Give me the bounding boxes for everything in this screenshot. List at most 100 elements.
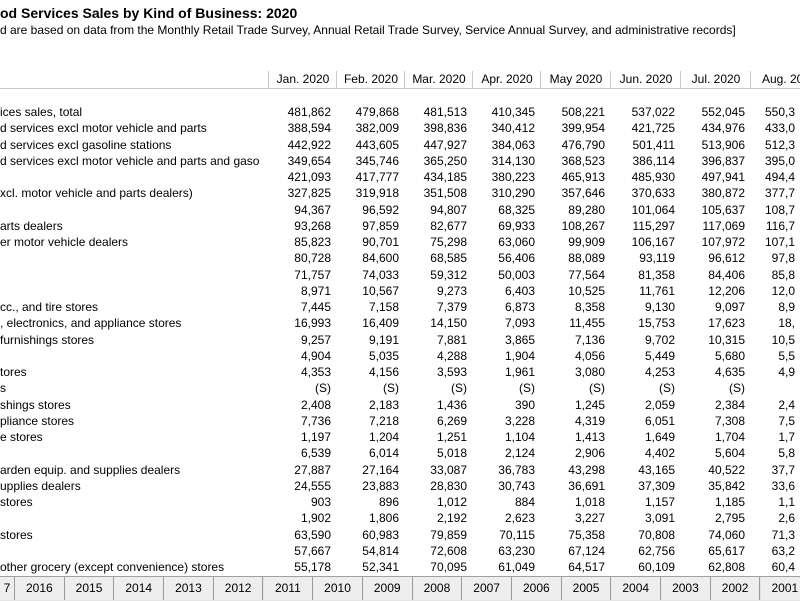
cell: (S) bbox=[336, 380, 399, 396]
sheet-tab[interactable]: 2011 bbox=[264, 577, 314, 600]
cell: 15,753 bbox=[610, 315, 675, 331]
cell: 2,623 bbox=[472, 510, 535, 526]
cell: 52,341 bbox=[336, 559, 399, 575]
cell: 8,971 bbox=[268, 283, 331, 299]
cell: 1,904 bbox=[472, 348, 535, 364]
sheet-tab[interactable]: 2016 bbox=[15, 577, 65, 600]
column-header: Aug. 202 bbox=[750, 71, 800, 88]
cell: 3,228 bbox=[472, 413, 535, 429]
cell: 384,063 bbox=[472, 137, 535, 153]
cell: 81,358 bbox=[610, 267, 675, 283]
sheet-tab[interactable]: 2002 bbox=[711, 577, 761, 600]
cell: 5,680 bbox=[680, 348, 745, 364]
cell: (S) bbox=[540, 380, 605, 396]
cell: 1,649 bbox=[610, 429, 675, 445]
cell: 382,009 bbox=[336, 120, 399, 136]
cell: 10,567 bbox=[336, 283, 399, 299]
cell: 5,018 bbox=[404, 445, 467, 461]
cell: 63,230 bbox=[472, 543, 535, 559]
cell: 4,056 bbox=[540, 348, 605, 364]
cell: 903 bbox=[268, 494, 331, 510]
sheet-tab[interactable]: 2006 bbox=[512, 577, 562, 600]
cell: 9,130 bbox=[610, 299, 675, 315]
cell: 28,830 bbox=[404, 478, 467, 494]
row-label: arden equip. and supplies dealers bbox=[0, 462, 266, 478]
cell: 67,124 bbox=[540, 543, 605, 559]
sheet-tab[interactable]: 2004 bbox=[611, 577, 661, 600]
cell: 14,150 bbox=[404, 315, 467, 331]
cell: 7,881 bbox=[404, 332, 467, 348]
cell: 386,114 bbox=[610, 153, 675, 169]
cell: 64,517 bbox=[540, 559, 605, 575]
cell: 108,7 bbox=[750, 202, 795, 218]
sheet-tab[interactable]: 2003 bbox=[661, 577, 711, 600]
cell: 398,836 bbox=[404, 120, 467, 136]
cell: 447,927 bbox=[404, 137, 467, 153]
cell: 501,411 bbox=[610, 137, 675, 153]
cell: 68,585 bbox=[404, 250, 467, 266]
row-label: d services excl motor vehicle and parts … bbox=[0, 153, 266, 169]
sheet-tab[interactable]: 2009 bbox=[363, 577, 413, 600]
cell: 388,594 bbox=[268, 120, 331, 136]
cell: 89,280 bbox=[540, 202, 605, 218]
sheet-tab[interactable]: 2015 bbox=[65, 577, 115, 600]
header-rule bbox=[0, 88, 800, 89]
cell: 10,315 bbox=[680, 332, 745, 348]
sheet-tab[interactable]: 2013 bbox=[164, 577, 214, 600]
cell: 884 bbox=[472, 494, 535, 510]
sheet-tab[interactable]: 2012 bbox=[214, 577, 264, 600]
cell: 94,807 bbox=[404, 202, 467, 218]
row-label: other grocery (except convenience) store… bbox=[0, 559, 266, 575]
cell: 3,080 bbox=[540, 364, 605, 380]
cell: 1,806 bbox=[336, 510, 399, 526]
cell: 410,345 bbox=[472, 104, 535, 120]
sheet-subtitle: d are based on data from the Monthly Ret… bbox=[0, 22, 736, 38]
cell: 380,223 bbox=[472, 169, 535, 185]
column-header: Mar. 2020 bbox=[404, 71, 473, 88]
cell: 1,7 bbox=[750, 429, 795, 445]
cell: 319,918 bbox=[336, 185, 399, 201]
column-header: Jan. 2020 bbox=[268, 71, 337, 88]
cell: 43,298 bbox=[540, 462, 605, 478]
cell: 395,0 bbox=[750, 153, 795, 169]
cell: 9,273 bbox=[404, 283, 467, 299]
row-label: ices sales, total bbox=[0, 104, 266, 120]
cell: 60,983 bbox=[336, 527, 399, 543]
sheet-tab[interactable]: 2010 bbox=[313, 577, 363, 600]
cell: 1,204 bbox=[336, 429, 399, 445]
row-label: arts dealers bbox=[0, 218, 266, 234]
sheet-tab[interactable]: 2008 bbox=[413, 577, 463, 600]
cell: 433,0 bbox=[750, 120, 795, 136]
cell: 7,093 bbox=[472, 315, 535, 331]
cell: 99,909 bbox=[540, 234, 605, 250]
cell: 4,402 bbox=[610, 445, 675, 461]
cell: 65,617 bbox=[680, 543, 745, 559]
cell: 434,185 bbox=[404, 169, 467, 185]
cell: 4,635 bbox=[680, 364, 745, 380]
sheet-tab[interactable]: 2001 bbox=[761, 577, 800, 600]
cell: 36,691 bbox=[540, 478, 605, 494]
cell: 70,115 bbox=[472, 527, 535, 543]
sheet-tab[interactable]: 2014 bbox=[114, 577, 164, 600]
cell: 71,757 bbox=[268, 267, 331, 283]
row-label: stores bbox=[0, 494, 266, 510]
sheet-tab[interactable]: 7 bbox=[0, 577, 15, 600]
cell: 2,183 bbox=[336, 397, 399, 413]
cell: 71,3 bbox=[750, 527, 795, 543]
cell: 9,257 bbox=[268, 332, 331, 348]
sheet-tab[interactable]: 2005 bbox=[562, 577, 612, 600]
cell: 11,455 bbox=[540, 315, 605, 331]
cell: 63,060 bbox=[472, 234, 535, 250]
cell: 1,104 bbox=[472, 429, 535, 445]
sheet-tab[interactable]: 2007 bbox=[462, 577, 512, 600]
row-label: shings stores bbox=[0, 397, 266, 413]
cell: 7,5 bbox=[750, 413, 795, 429]
cell: 62,756 bbox=[610, 543, 675, 559]
sheet: od Services Sales by Kind of Business: 2… bbox=[0, 0, 800, 576]
cell: 365,250 bbox=[404, 153, 467, 169]
cell: 7,136 bbox=[540, 332, 605, 348]
cell: 37,309 bbox=[610, 478, 675, 494]
row-label: furnishings stores bbox=[0, 332, 266, 348]
cell: 7,445 bbox=[268, 299, 331, 315]
